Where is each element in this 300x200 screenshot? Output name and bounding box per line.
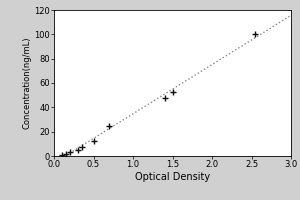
Y-axis label: Concentration(ng/mL): Concentration(ng/mL): [22, 37, 31, 129]
X-axis label: Optical Density: Optical Density: [135, 172, 210, 182]
